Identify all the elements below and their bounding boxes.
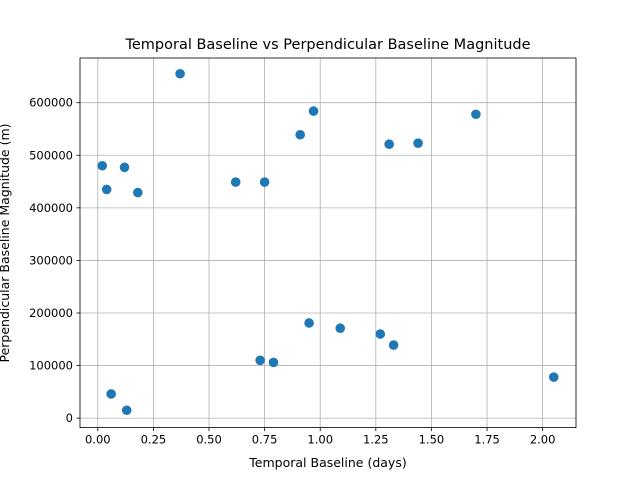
y-tick-label: 500000 <box>29 148 73 162</box>
data-point <box>106 389 116 399</box>
data-points <box>97 68 559 416</box>
x-tick-label: 0.50 <box>196 433 222 447</box>
x-tick-label: 2.00 <box>530 433 556 447</box>
y-axis-ticks: 0 100000 200000 300000 400000 500000 600000 <box>29 96 80 425</box>
data-point <box>175 68 185 79</box>
data-point <box>335 323 346 334</box>
data-point <box>308 106 319 116</box>
data-point <box>259 177 270 187</box>
data-point <box>268 357 279 368</box>
x-tick-label: 1.25 <box>363 433 389 447</box>
data-point <box>413 138 423 148</box>
x-tick-label: 0.75 <box>252 433 278 447</box>
x-axis-label: Temporal Baseline (days) <box>248 455 406 470</box>
data-point <box>121 405 132 416</box>
data-point <box>119 162 130 173</box>
x-tick-label: 0.00 <box>85 433 111 447</box>
y-tick-label: 100000 <box>29 359 73 373</box>
y-tick-label: 200000 <box>29 306 73 320</box>
y-tick-label: 300000 <box>29 253 73 267</box>
data-point <box>295 129 305 140</box>
data-point <box>101 184 112 195</box>
x-tick-label: 1.50 <box>419 433 445 447</box>
data-point <box>384 139 394 150</box>
x-tick-label: 0.25 <box>141 433 167 447</box>
data-point <box>133 187 143 198</box>
y-tick-label: 400000 <box>29 201 73 215</box>
data-point <box>97 160 108 171</box>
y-tick-label: 600000 <box>29 96 73 110</box>
grid-lines <box>80 58 576 428</box>
x-tick-label: 1.00 <box>307 433 333 447</box>
data-point <box>230 177 241 187</box>
data-point <box>304 318 314 328</box>
data-point <box>388 340 399 350</box>
data-point <box>255 355 265 366</box>
data-point <box>548 372 559 382</box>
y-axis-label: Perpendicular Baseline Magnitude (m) <box>0 123 12 362</box>
data-point <box>471 109 481 120</box>
y-tick-label: 0 <box>66 411 73 425</box>
plot-frame <box>79 57 577 429</box>
x-axis-ticks: 0.00 0.25 0.50 0.75 1.00 1.25 1.50 1.75 2.00 <box>85 427 556 447</box>
data-point <box>375 329 386 339</box>
x-tick-label: 1.75 <box>474 433 500 447</box>
chart-title: Temporal Baseline vs Perpendicular Basel… <box>124 37 530 53</box>
